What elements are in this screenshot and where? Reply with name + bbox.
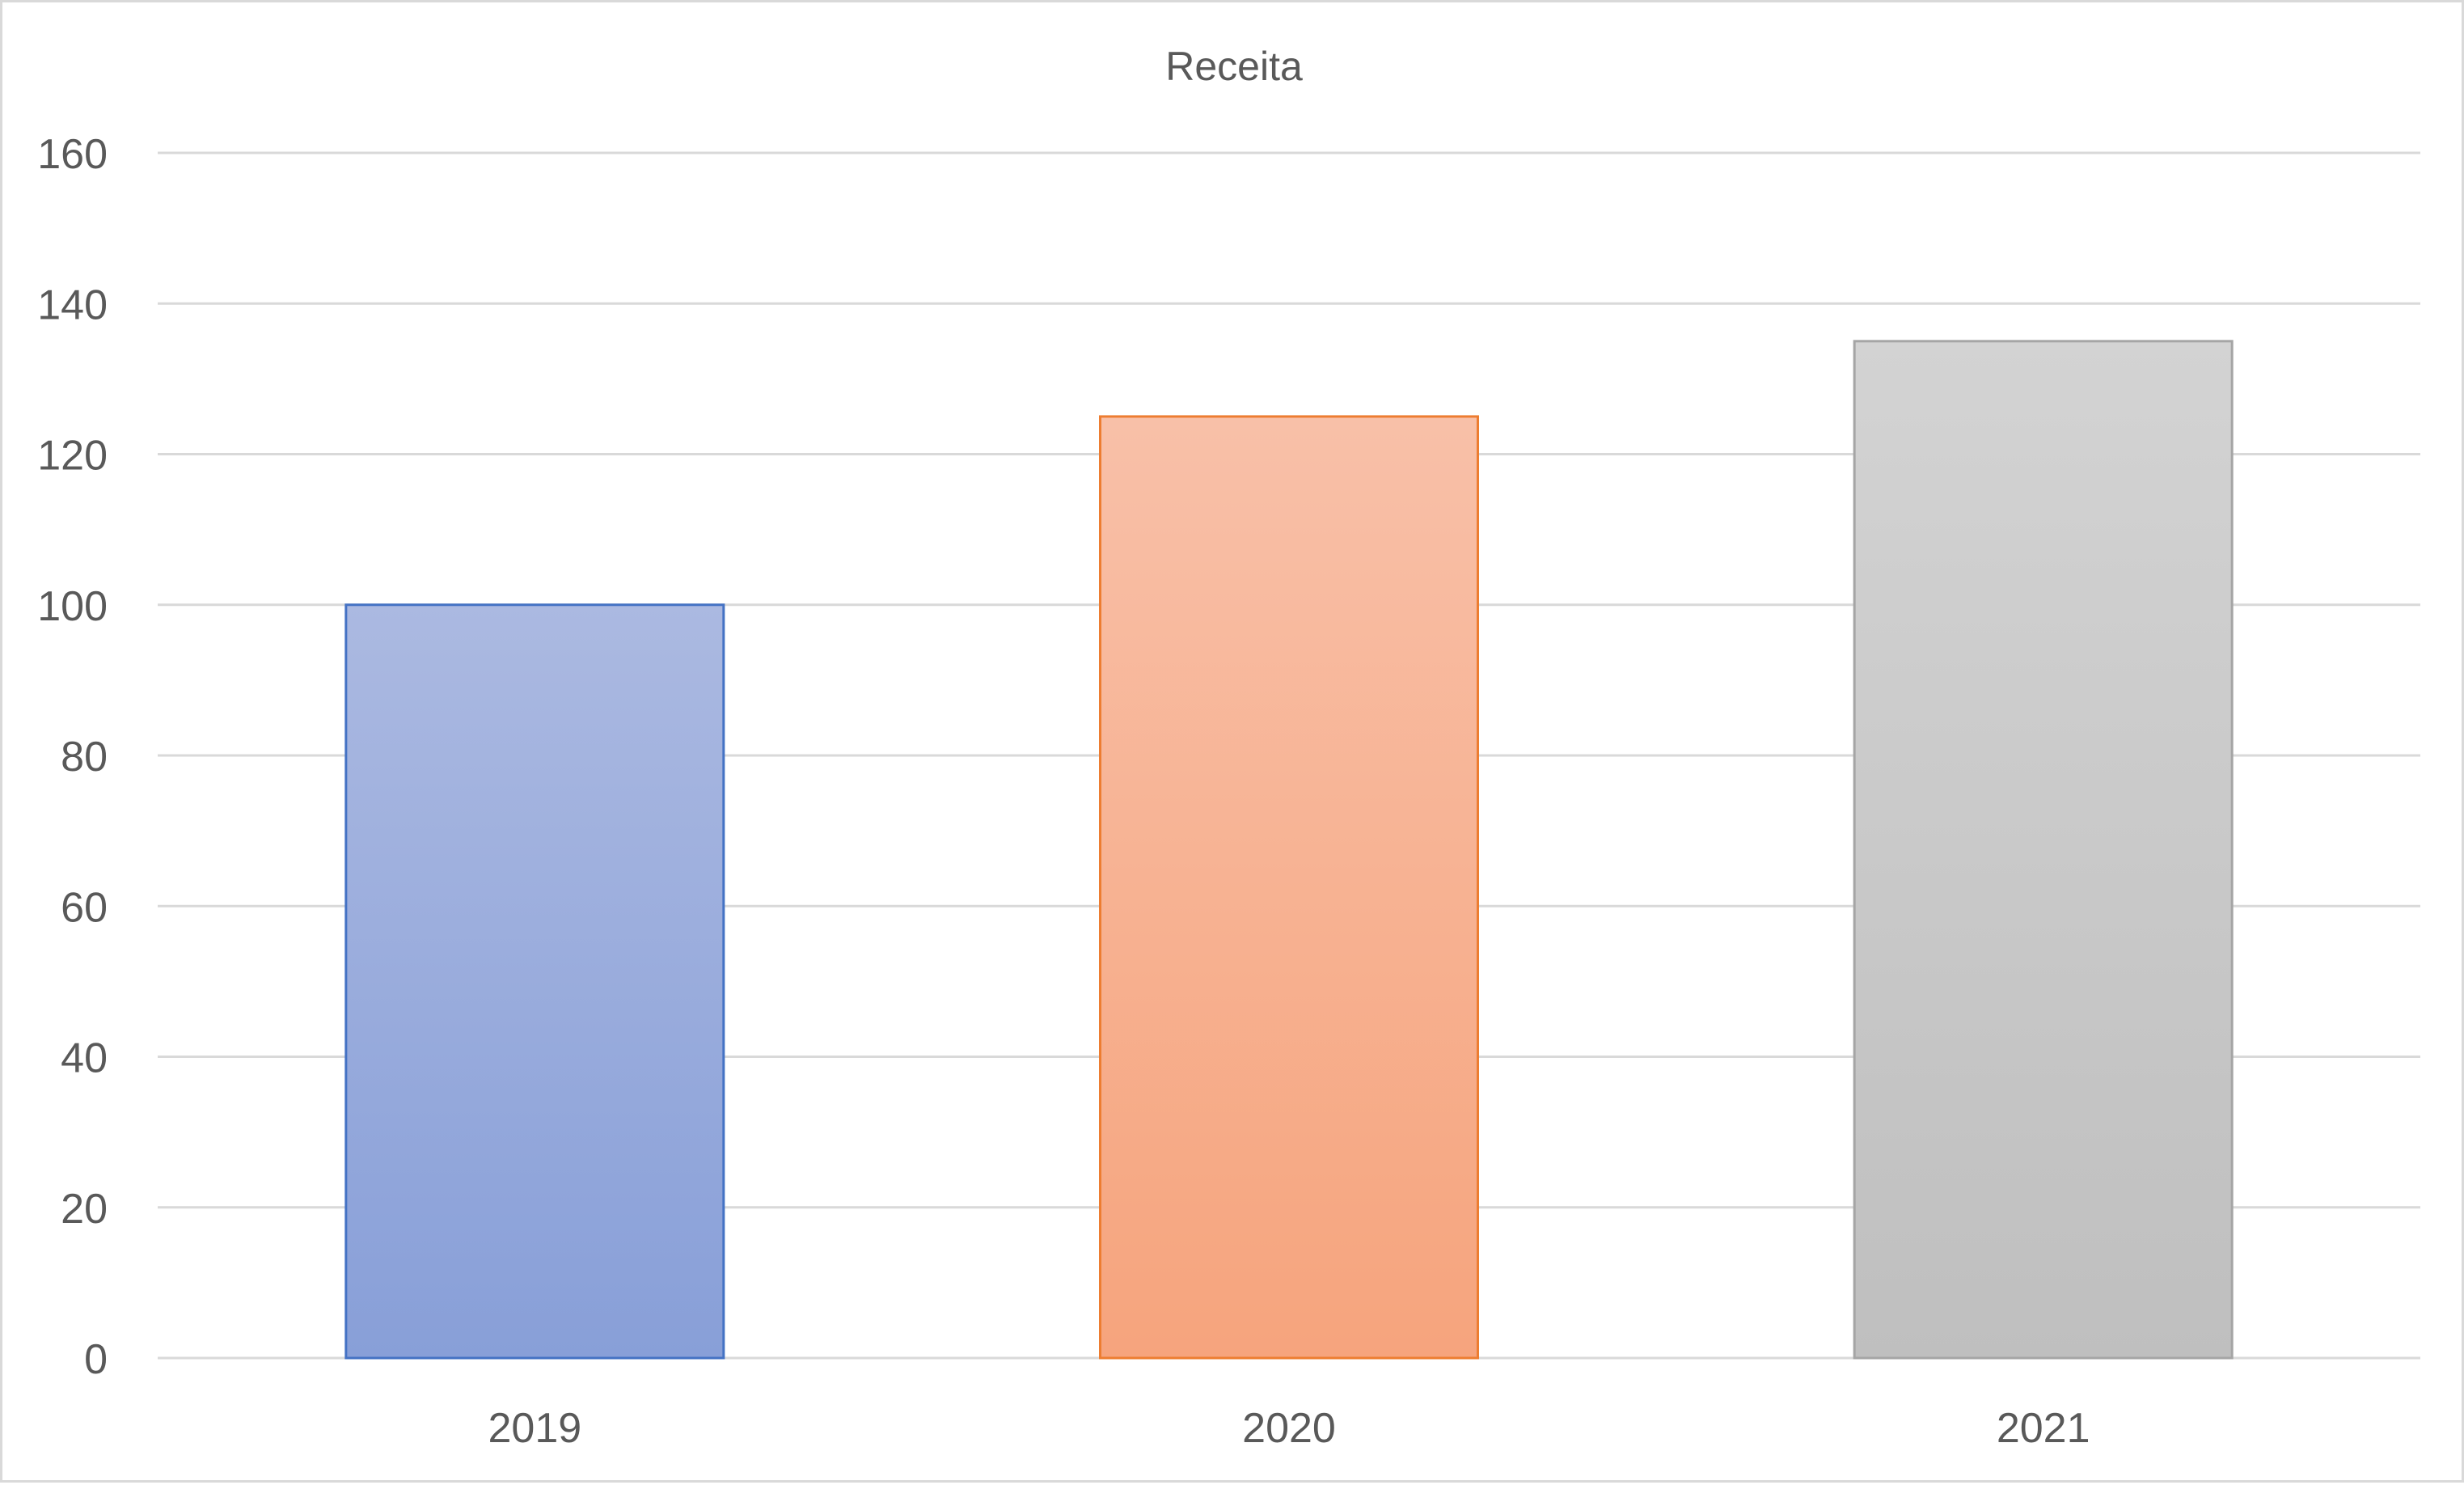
- y-tick-label-40: 40: [61, 1035, 108, 1082]
- y-tick-label-120: 120: [37, 433, 108, 480]
- y-axis-tick-labels: 0 20 40 60 80 100 120 140 160: [37, 131, 108, 1383]
- bar-2019: [344, 603, 725, 1360]
- y-tick-label-60: 60: [61, 884, 108, 931]
- y-tick-label-100: 100: [37, 583, 108, 630]
- bars: [344, 340, 2234, 1360]
- x-axis-tick-labels: 2019 2020 2021: [488, 1405, 2090, 1452]
- y-tick-label-160: 160: [37, 131, 108, 178]
- x-tick-label-2019: 2019: [488, 1405, 581, 1452]
- x-tick-label-2021: 2021: [1997, 1405, 2090, 1452]
- y-tick-label-0: 0: [84, 1336, 108, 1383]
- x-tick-label-2020: 2020: [1242, 1405, 1336, 1452]
- y-tick-label-140: 140: [37, 281, 108, 328]
- y-tick-label-20: 20: [61, 1186, 108, 1233]
- bar-2020: [1099, 415, 1479, 1360]
- chart-title: Receita: [1165, 44, 1303, 89]
- y-tick-label-80: 80: [61, 734, 108, 781]
- bar-2021: [1853, 340, 2234, 1360]
